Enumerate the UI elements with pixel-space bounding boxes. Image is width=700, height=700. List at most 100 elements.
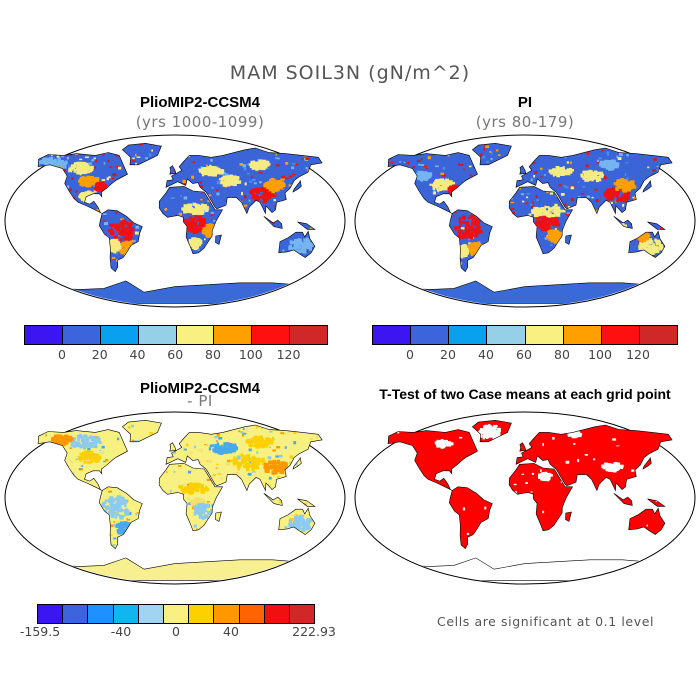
coastline-australia — [628, 230, 666, 258]
colorbar-cell — [25, 326, 63, 344]
colorbar-cell — [525, 326, 564, 344]
coastline-samerica — [448, 486, 493, 550]
coastline-samerica — [98, 209, 143, 273]
coastline-uk — [169, 165, 177, 175]
colorbar-tick-label: 20 — [440, 347, 456, 362]
colorbar-cell — [214, 326, 253, 344]
coastline-australia — [278, 507, 316, 535]
colorbar-cell — [214, 605, 240, 623]
colorbar-tick-label: 100 — [238, 347, 263, 362]
coastline-indonesia — [613, 216, 633, 229]
coastline-madagascar — [215, 511, 222, 522]
colorbar-cell — [38, 605, 64, 623]
coastline-namerica — [37, 152, 128, 214]
colorbar-cell — [252, 326, 291, 344]
coastline-namerica — [387, 429, 478, 491]
coastline-greenland — [471, 142, 512, 166]
colorbar-cell — [138, 326, 177, 344]
coastline-japan — [642, 456, 652, 470]
coastline-madagascar — [565, 511, 572, 522]
colorbar-cell — [563, 326, 602, 344]
coastline-ngui — [297, 221, 316, 230]
coastline-uk — [519, 165, 527, 175]
colorbar-cell — [62, 326, 101, 344]
panel-2-subtitle: (yrs 80-179) — [475, 113, 575, 131]
coastline-ngui — [647, 221, 666, 230]
coastline-eurasia — [515, 147, 673, 215]
colorbar-cell — [639, 326, 677, 344]
colorbar-cell — [239, 605, 265, 623]
colorbar-tick-label: 0 — [406, 347, 414, 362]
coastline-indonesia — [613, 493, 633, 506]
panel-1-title: PlioMIP2-CCSM4 — [139, 94, 260, 111]
coastline-africa — [508, 186, 574, 255]
colorbar-cell — [289, 605, 315, 623]
colorbar-tick-label: 60 — [167, 347, 184, 362]
colorbar-cell — [264, 605, 290, 623]
colorbar-tick-label: 40 — [129, 347, 146, 362]
colorbar-tick-label: 40 — [478, 347, 494, 362]
coastline-africa — [508, 463, 574, 532]
coastline-eurasia — [165, 424, 323, 492]
coastline-japan — [292, 456, 302, 470]
coastline-greenland — [471, 419, 512, 443]
colorbar-tick-label: 120 — [626, 347, 650, 362]
coastline-samerica — [448, 209, 493, 273]
map-ttest — [354, 411, 696, 585]
colorbar-tick-label: 20 — [91, 347, 108, 362]
colorbar-difference — [37, 604, 315, 624]
map-pi — [354, 134, 696, 308]
coastline-ngui — [297, 498, 316, 507]
figure-title: MAM SOIL3N (gN/m^2) — [229, 62, 471, 84]
colorbar-absolute-right — [372, 325, 678, 345]
colorbar-cell — [100, 326, 139, 344]
colorbar-cell — [113, 605, 139, 623]
colorbar-cell — [189, 605, 215, 623]
map-difference — [4, 411, 346, 585]
colorbar-cell — [411, 326, 450, 344]
colorbar-absolute-left — [24, 325, 328, 345]
significance-note: Cells are significant at 0.1 level — [437, 614, 655, 629]
coastline-japan — [292, 179, 302, 193]
panel-2-title: PI — [517, 94, 533, 111]
coastline-eurasia — [515, 424, 673, 492]
colorbar-cell — [601, 326, 640, 344]
panel-1-subtitle: (yrs 1000-1099) — [135, 113, 265, 131]
colorbar-tick-label: -40 — [110, 624, 132, 639]
coastline-samerica — [98, 486, 143, 550]
coastline-namerica — [387, 152, 478, 214]
coastline-greenland — [121, 142, 162, 166]
coastline-japan — [642, 179, 652, 193]
colorbar-cell — [163, 605, 190, 623]
coastline-namerica — [37, 429, 128, 491]
colorbar-tick-label: -159.5 — [19, 624, 61, 639]
coastline-madagascar — [215, 234, 222, 245]
colorbar-cell — [487, 326, 526, 344]
colorbar-cell — [138, 605, 164, 623]
coastline-ngui — [647, 498, 666, 507]
colorbar-cell — [88, 605, 114, 623]
colorbar-tick-label: 120 — [276, 347, 301, 362]
colorbar-tick-label: 100 — [588, 347, 612, 362]
coastline-greenland — [121, 419, 162, 443]
colorbar-tick-label: 222.93 — [292, 624, 336, 639]
colorbar-cell — [176, 326, 215, 344]
colorbar-tick-label: 80 — [554, 347, 570, 362]
coastline-madagascar — [565, 234, 572, 245]
coastline-australia — [278, 230, 316, 258]
colorbar-tick-label: 40 — [223, 624, 239, 639]
map-pliomip2 — [4, 134, 346, 308]
colorbar-cell — [449, 326, 488, 344]
coastline-africa — [158, 463, 224, 532]
coastline-eurasia — [165, 147, 323, 215]
colorbar-tick-label: 0 — [172, 624, 180, 639]
coastline-uk — [169, 442, 177, 452]
colorbar-cell — [63, 605, 89, 623]
coastline-indonesia — [263, 216, 283, 229]
colorbar-cell — [373, 326, 412, 344]
colorbar-tick-label: 0 — [58, 347, 66, 362]
colorbar-tick-label: 80 — [205, 347, 221, 362]
coastline-indonesia — [263, 493, 283, 506]
panel-3-subtitle: - PI — [187, 392, 213, 410]
coastline-uk — [519, 442, 527, 452]
